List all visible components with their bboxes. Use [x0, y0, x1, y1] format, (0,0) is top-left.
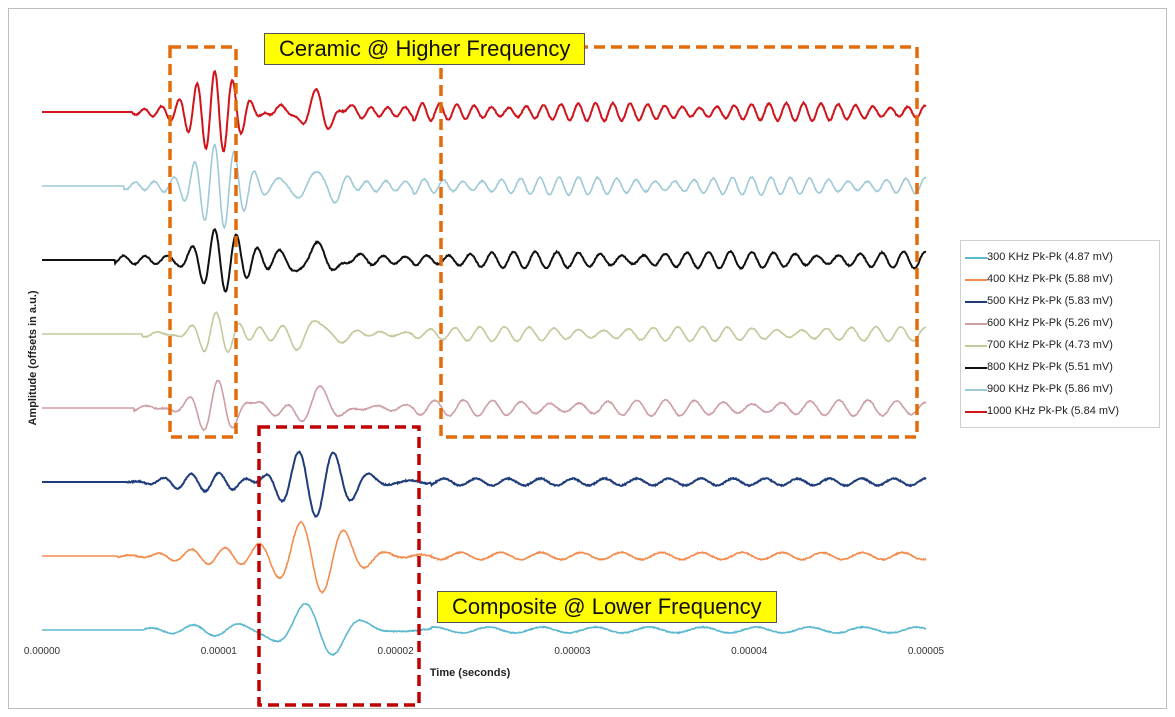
composite-window-box [257, 425, 421, 707]
ceramic-window-box-early [168, 45, 238, 439]
legend-label: 800 KHz Pk-Pk (5.51 mV) [987, 361, 1113, 373]
y-axis-title: Amplitude (offsets in a.u.) [27, 290, 39, 425]
x-tick-label: 0.00000 [24, 646, 61, 657]
legend-swatch [965, 301, 987, 303]
x-tick-label: 0.00004 [731, 646, 768, 657]
legend-label: 400 KHz Pk-Pk (5.88 mV) [987, 273, 1113, 285]
annotation-composite: Composite @ Lower Frequency [437, 591, 777, 623]
legend-swatch [965, 411, 987, 413]
legend-item: 500 KHz Pk-Pk (5.83 mV) [965, 294, 1155, 311]
legend-swatch [965, 367, 987, 369]
legend-item: 300 KHz Pk-Pk (4.87 mV) [965, 250, 1155, 267]
x-tick-label: 0.00005 [908, 646, 945, 657]
legend-label: 900 KHz Pk-Pk (5.86 mV) [987, 383, 1113, 395]
series-line-300khz [42, 602, 927, 657]
legend-label: 600 KHz Pk-Pk (5.26 mV) [987, 317, 1113, 329]
x-axis-title: Time (seconds) [430, 667, 511, 679]
x-tick-label: 0.00003 [554, 646, 591, 657]
series-line-700khz [42, 310, 926, 353]
legend-label: 300 KHz Pk-Pk (4.87 mV) [987, 251, 1113, 263]
legend-swatch [965, 279, 987, 281]
ceramic-window-box-late [439, 45, 919, 439]
series-line-400khz [42, 521, 927, 595]
chart-legend: 300 KHz Pk-Pk (4.87 mV) 400 KHz Pk-Pk (5.… [960, 240, 1160, 428]
legend-label: 500 KHz Pk-Pk (5.83 mV) [987, 295, 1113, 307]
legend-item: 1000 KHz Pk-Pk (5.84 mV) [965, 404, 1155, 421]
series-line-500khz [42, 450, 927, 519]
series-line-900khz [42, 143, 927, 230]
series-line-800khz [42, 228, 927, 293]
legend-item: 400 KHz Pk-Pk (5.88 mV) [965, 272, 1155, 289]
legend-label: 700 KHz Pk-Pk (4.73 mV) [987, 339, 1113, 351]
legend-swatch [965, 389, 987, 391]
legend-item: 800 KHz Pk-Pk (5.51 mV) [965, 360, 1155, 377]
legend-label: 1000 KHz Pk-Pk (5.84 mV) [987, 405, 1120, 417]
x-tick-label: 0.00002 [378, 646, 415, 657]
legend-item: 600 KHz Pk-Pk (5.26 mV) [965, 316, 1155, 333]
series-line-1000khz [42, 70, 927, 153]
chart-frame [8, 8, 1167, 709]
annotation-ceramic: Ceramic @ Higher Frequency [264, 33, 586, 65]
legend-swatch [965, 257, 987, 259]
legend-item: 700 KHz Pk-Pk (4.73 mV) [965, 338, 1155, 355]
x-tick-label: 0.00001 [201, 646, 238, 657]
legend-item: 900 KHz Pk-Pk (5.86 mV) [965, 382, 1155, 399]
legend-swatch [965, 345, 987, 347]
series-line-600khz [42, 379, 927, 432]
legend-swatch [965, 323, 987, 325]
